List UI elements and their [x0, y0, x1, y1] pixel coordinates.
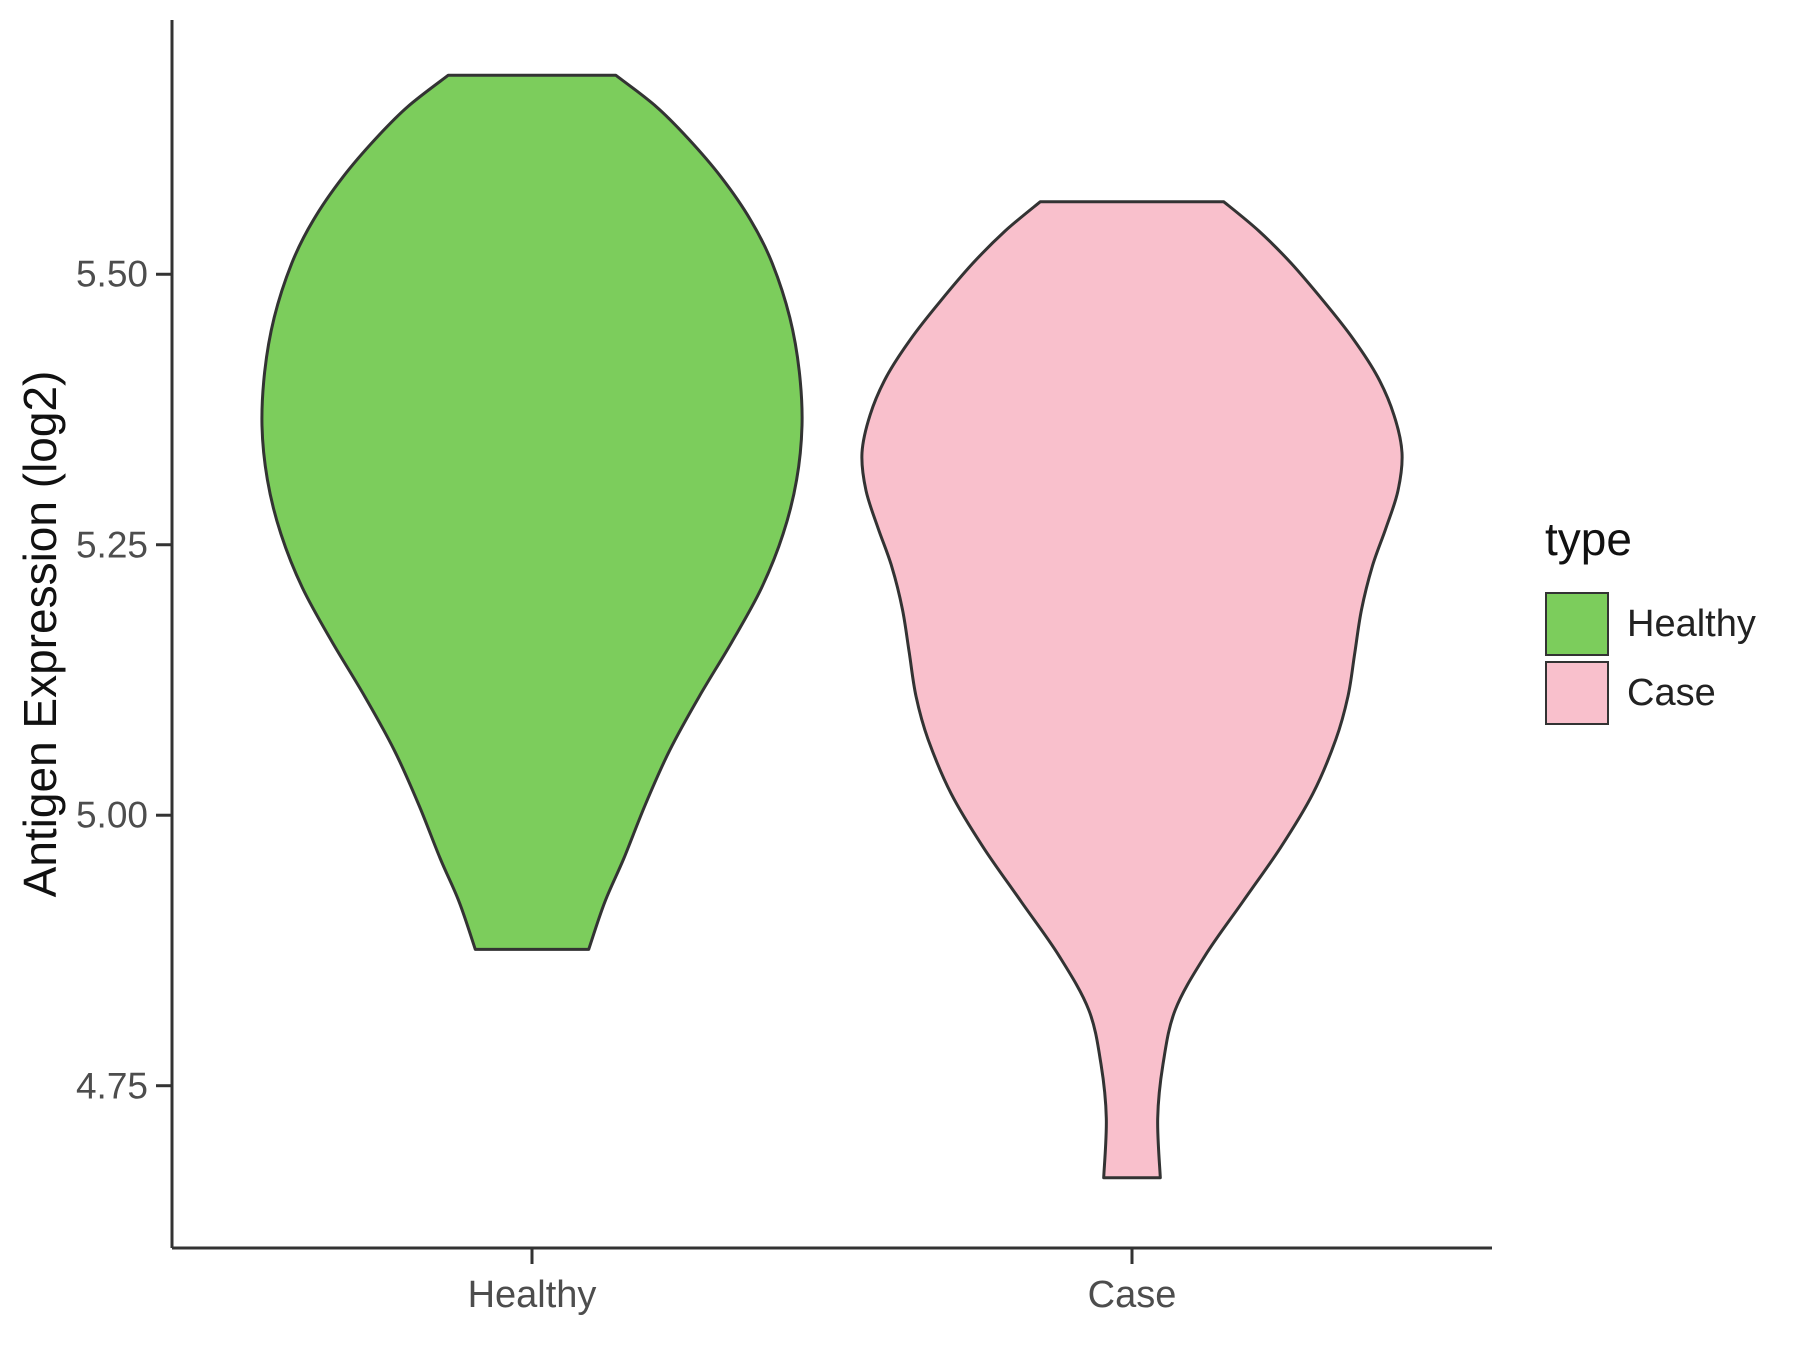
x-tick-label-case: Case	[1087, 1274, 1177, 1316]
y-tick-label: 5.00	[75, 794, 148, 836]
y-tick-label: 4.75	[75, 1065, 148, 1107]
legend-swatch-case	[1545, 661, 1609, 725]
legend-label-case: Case	[1627, 671, 1716, 714]
legend-title: type	[1545, 513, 1632, 565]
x-tick-label-healthy: Healthy	[467, 1274, 597, 1316]
legend-item-case: Case	[1545, 661, 1756, 725]
axes	[156, 20, 1492, 1264]
y-tick-label: 5.50	[75, 253, 148, 295]
legend-item-healthy: Healthy	[1545, 592, 1756, 656]
legend-swatch-healthy	[1545, 592, 1609, 656]
legend-label-healthy: Healthy	[1627, 602, 1756, 645]
violin-case	[860, 200, 1404, 1180]
violin-healthy	[260, 73, 804, 951]
legend: type Healthy Case	[1545, 512, 1756, 730]
y-tick-label: 5.25	[75, 524, 148, 566]
